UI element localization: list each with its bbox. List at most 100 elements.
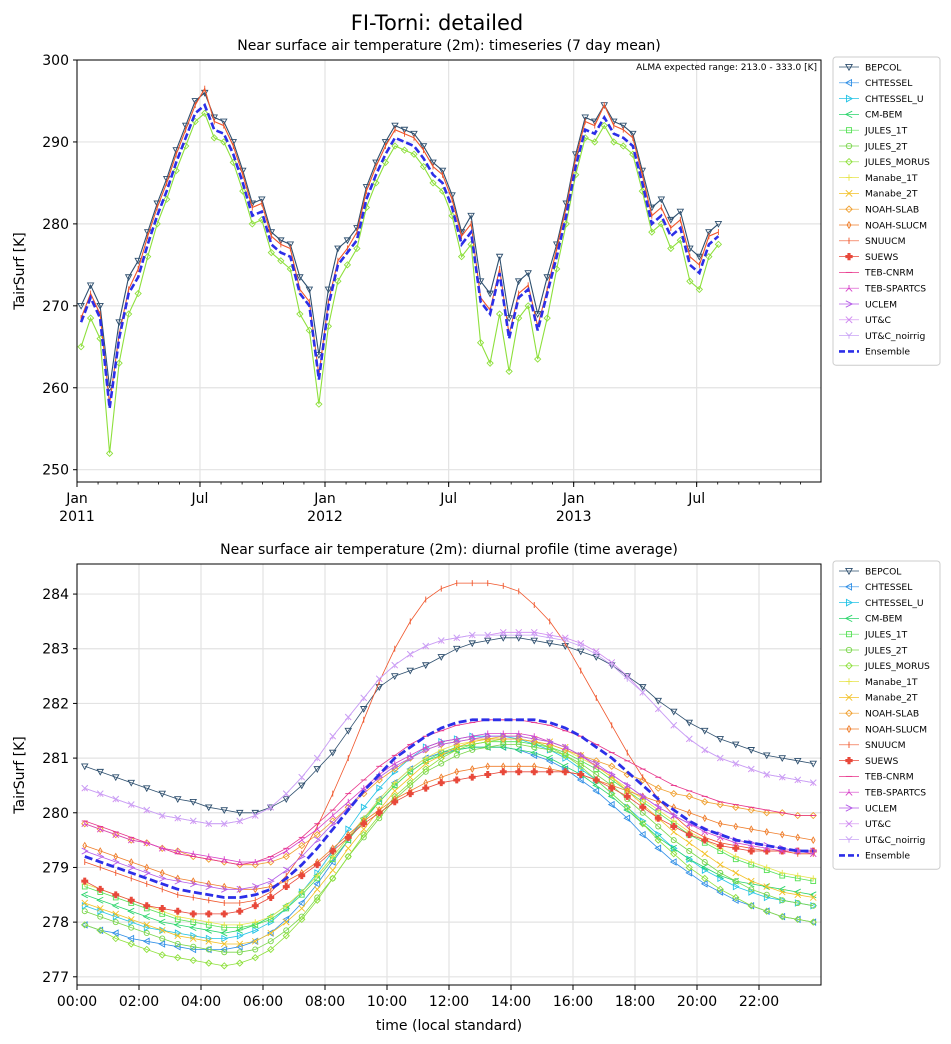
- data-point: [343, 261, 352, 269]
- legend-marker: [845, 789, 853, 796]
- data-point: [484, 732, 492, 740]
- x-tick-label: 16:00: [553, 994, 593, 1010]
- data-point: [267, 877, 275, 885]
- data-point: [204, 926, 212, 934]
- data-point: [251, 902, 259, 910]
- data-point: [546, 738, 554, 746]
- data-point: [296, 274, 304, 282]
- data-point: [143, 839, 151, 847]
- data-point: [143, 930, 150, 937]
- series-line: [84, 735, 814, 890]
- data-point: [468, 743, 476, 751]
- legend-item-manabe-1t: Manabe_1T: [839, 677, 918, 688]
- data-point: [654, 705, 662, 712]
- data-point: [499, 631, 507, 639]
- data-point: [795, 833, 801, 842]
- data-point: [81, 820, 89, 828]
- data-point: [763, 907, 771, 915]
- y-tick-label: 270: [42, 299, 69, 315]
- data-point: [524, 270, 532, 277]
- data-point: [158, 918, 166, 926]
- data-point: [778, 773, 786, 781]
- data-point: [112, 891, 120, 899]
- data-point: [429, 179, 437, 187]
- data-point: [581, 114, 589, 122]
- data-point: [476, 339, 485, 347]
- data-point: [375, 675, 383, 682]
- data-point: [96, 896, 104, 904]
- x-tick-label: Jan: [562, 491, 585, 507]
- timeseries-x-ticks: Jan 2011 Jul Jan 2012 Jul Jan 2013 Jul: [59, 482, 802, 525]
- data-point: [282, 918, 290, 926]
- data-point: [277, 257, 285, 265]
- data-point: [608, 659, 616, 666]
- data-point: [747, 902, 755, 910]
- data-point: [577, 642, 585, 650]
- data-point: [96, 926, 104, 934]
- x-tick-label: 22:00: [739, 994, 779, 1010]
- data-point: [794, 899, 801, 906]
- legend-item-uclem: UCLEM: [839, 803, 897, 814]
- data-point: [716, 888, 724, 896]
- data-point: [716, 800, 724, 809]
- legend-label: NOAH-SLAB: [865, 205, 919, 216]
- data-point: [345, 825, 353, 833]
- data-point: [143, 921, 151, 929]
- data-point: [468, 773, 476, 781]
- data-point: [809, 918, 817, 926]
- data-point: [747, 765, 755, 773]
- data-point: [452, 645, 461, 653]
- data-point: [592, 782, 600, 789]
- series-bepcol: [80, 634, 818, 817]
- data-point: [543, 314, 551, 322]
- x-tick-label: 06:00: [243, 994, 283, 1010]
- data-point: [252, 919, 259, 926]
- legend-marker: [845, 567, 853, 576]
- x-tick-label: 02:00: [119, 994, 159, 1010]
- data-point: [437, 654, 446, 661]
- data-point: [251, 937, 259, 946]
- legend-marker: [844, 78, 853, 87]
- data-point: [732, 803, 740, 811]
- data-point: [381, 139, 390, 146]
- data-point: [376, 784, 384, 792]
- data-point: [283, 902, 290, 909]
- data-point: [484, 771, 492, 778]
- data-point: [174, 814, 182, 822]
- data-point: [266, 804, 275, 812]
- data-point: [267, 945, 275, 954]
- data-point: [592, 776, 600, 784]
- legend-label: BEPCOL: [865, 62, 902, 73]
- data-point: [531, 735, 539, 743]
- data-point: [438, 167, 447, 175]
- legend-label: UCLEM: [865, 299, 897, 310]
- legend-marker: [845, 661, 853, 670]
- data-point: [701, 874, 709, 883]
- data-point: [453, 743, 461, 751]
- data-point: [324, 286, 333, 294]
- data-point: [220, 820, 228, 827]
- data-point: [748, 825, 754, 834]
- data-point: [648, 228, 656, 236]
- data-point: [483, 637, 492, 645]
- legend-marker: [845, 332, 853, 339]
- data-point: [96, 302, 104, 310]
- legend-item-jules-1t: JULES_1T: [839, 126, 908, 137]
- data-point: [220, 807, 229, 814]
- data-point: [515, 768, 523, 776]
- data-point: [716, 861, 724, 869]
- data-point: [329, 732, 337, 740]
- legend-item-chtessel: CHTESSEL: [839, 78, 913, 89]
- data-point: [220, 940, 228, 948]
- data-point: [375, 684, 384, 691]
- data-point: [763, 883, 771, 890]
- data-point: [667, 216, 675, 224]
- data-point: [111, 774, 120, 782]
- data-point: [343, 237, 352, 245]
- data-point: [205, 820, 213, 827]
- legend-marker: [845, 316, 853, 324]
- data-point: [81, 877, 89, 885]
- data-point: [81, 908, 88, 915]
- legend-label: SNUUCM: [865, 740, 906, 751]
- data-point: [732, 853, 739, 860]
